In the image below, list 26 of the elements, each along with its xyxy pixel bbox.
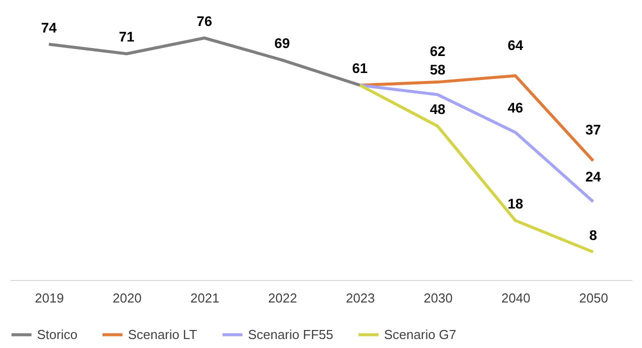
x-tick-label: 2019 — [34, 290, 64, 306]
x-tick-label: 2040 — [501, 290, 530, 306]
data-label: 74 — [41, 19, 57, 36]
x-tick-label: 2023 — [346, 290, 375, 306]
x-tick-label: 2021 — [190, 290, 220, 306]
legend-label: Storico — [37, 326, 78, 342]
legend-label: Scenario LT — [128, 326, 198, 342]
data-label: 69 — [274, 35, 290, 52]
legend-label: Scenario FF55 — [248, 326, 334, 342]
data-label: 62 — [430, 43, 446, 60]
data-label: 61 — [352, 60, 368, 76]
x-tick-label: 2020 — [112, 290, 142, 306]
data-label: 71 — [118, 28, 135, 45]
data-label: 58 — [430, 62, 446, 78]
data-label: 64 — [508, 36, 524, 53]
data-label: 48 — [430, 101, 446, 118]
data-label: 76 — [196, 13, 212, 29]
data-label: 46 — [508, 99, 524, 116]
data-label: 18 — [508, 196, 524, 212]
x-tick-label: 2050 — [579, 290, 608, 306]
data-label: 24 — [585, 168, 602, 185]
x-tick-label: 2022 — [268, 290, 298, 306]
x-tick-label: 2030 — [424, 290, 453, 306]
data-label: 8 — [589, 227, 598, 243]
data-label: 37 — [585, 122, 602, 138]
legend-label: Scenario G7 — [384, 326, 456, 342]
